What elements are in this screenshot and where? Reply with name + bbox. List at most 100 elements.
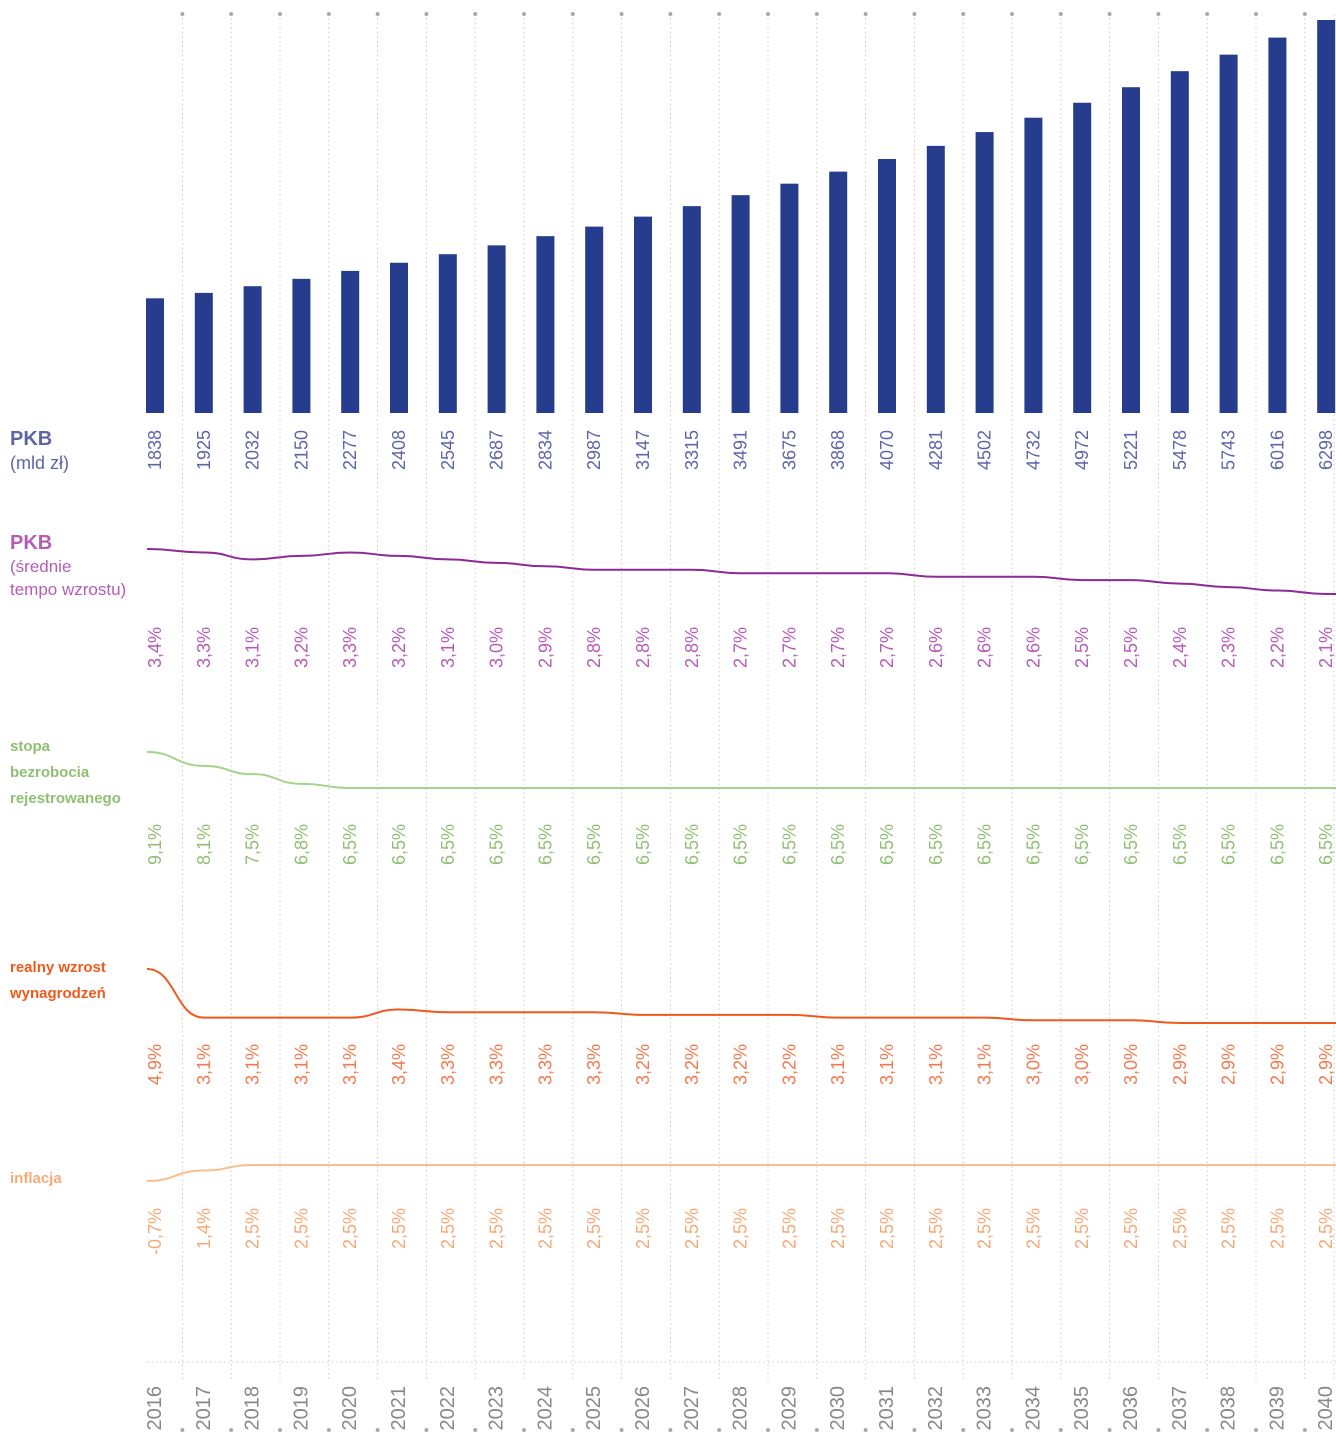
pkb-bar — [682, 206, 701, 413]
unemployment-label-1: stopa — [10, 738, 51, 755]
pkb-value-label: 3315 — [682, 430, 702, 470]
year-label: 2023 — [486, 1386, 508, 1431]
pkb-bar — [194, 292, 213, 413]
pkb-value-label: 2032 — [243, 430, 263, 470]
pkb-bar — [292, 278, 311, 413]
unemployment-value-label: 6,5% — [877, 824, 897, 865]
year-label: 2035 — [1071, 1386, 1093, 1431]
grid-dot — [375, 1428, 380, 1432]
inflation-value-label: 2,5% — [779, 1208, 799, 1249]
grid-dot — [717, 1428, 722, 1432]
inflation-value-label: 2,5% — [438, 1208, 458, 1249]
growth-value-label: 2,7% — [731, 627, 751, 668]
unemployment-value-label: 6,5% — [535, 824, 555, 865]
inflation-value-label: 2,5% — [340, 1208, 360, 1249]
grid-dot — [278, 1428, 282, 1432]
grid-dot — [424, 1428, 429, 1432]
inflation-value-label: 2,5% — [828, 1208, 848, 1249]
year-label: 2037 — [1169, 1386, 1191, 1431]
wages-value-label: 3,3% — [438, 1044, 458, 1085]
grid-dot — [1107, 1428, 1112, 1432]
grid-dot — [1010, 12, 1014, 16]
year-label: 2029 — [778, 1386, 800, 1431]
wages-value-label: 3,1% — [291, 1044, 311, 1085]
grid-dot — [1254, 12, 1258, 16]
grid-dot — [619, 1428, 624, 1432]
growth-value-label: 3,3% — [340, 627, 360, 668]
pkb-bar — [829, 171, 848, 413]
growth-value-label: 3,3% — [194, 627, 214, 668]
inflation-value-label: 2,5% — [877, 1208, 897, 1249]
growth-subtitle-2: tempo wzrostu) — [10, 579, 127, 599]
unemployment-value-label: 6,5% — [682, 824, 702, 865]
grid-dot — [814, 1428, 819, 1432]
pkb-bar — [438, 254, 457, 413]
pkb-bar — [585, 226, 604, 413]
unemployment-row-label: stopa bezrobocia rejestrowanego — [10, 734, 121, 812]
pkb-value-label: 4502 — [975, 430, 995, 470]
pkb-bar — [1122, 87, 1140, 413]
grid-dot — [1156, 1428, 1161, 1432]
grid-dot — [961, 1428, 966, 1432]
wages-value-label: 4,9% — [145, 1044, 165, 1085]
year-label: 2030 — [827, 1386, 849, 1431]
unemployment-value-label: 6,5% — [975, 824, 995, 865]
pkb-bar — [243, 286, 262, 413]
unemployment-value-label: 6,5% — [438, 824, 458, 865]
pkb-bar — [487, 245, 506, 413]
unemployment-value-label: 6,5% — [926, 824, 946, 865]
growth-subtitle-1: (średnie — [10, 557, 72, 577]
growth-value-label: 3,0% — [487, 627, 507, 668]
inflation-row-label: inflacja — [10, 1169, 62, 1189]
inflation-value-label: 2,5% — [291, 1208, 311, 1249]
grid-dot — [1058, 12, 1063, 16]
inflation-label: inflacja — [10, 1170, 62, 1187]
pkb-value-label: 5221 — [1121, 430, 1141, 470]
wages-value-label: 3,0% — [1121, 1044, 1141, 1085]
growth-value-label: 3,2% — [291, 627, 311, 668]
growth-value-label: 2,8% — [584, 627, 604, 668]
pkb-value-label: 2150 — [291, 430, 311, 470]
pkb-value-label: 2687 — [487, 430, 507, 470]
grid-dot — [570, 1428, 575, 1432]
pkb-bar — [1073, 102, 1092, 413]
unemployment-value-label: 6,5% — [487, 824, 507, 865]
inflation-value-label: 2,5% — [682, 1208, 702, 1249]
growth-value-label: 3,2% — [389, 627, 409, 668]
inflation-value-label: 2,5% — [243, 1208, 263, 1249]
unemployment-value-label: 6,5% — [1170, 824, 1190, 865]
grid-dot — [1058, 1428, 1063, 1432]
growth-value-label: 2,5% — [1121, 627, 1141, 668]
grid-dot — [180, 1428, 185, 1432]
pkb-bar — [975, 132, 994, 413]
growth-value-label: 2,8% — [633, 627, 653, 668]
year-label: 2016 — [144, 1386, 166, 1431]
year-label: 2026 — [632, 1386, 654, 1431]
year-label: 2025 — [583, 1386, 605, 1431]
pkb-value-label: 5743 — [1219, 430, 1239, 470]
unemployment-line — [146, 751, 1336, 789]
growth-value-label: 2,9% — [535, 627, 555, 668]
pkb-value-label: 2834 — [535, 430, 555, 470]
wages-value-label: 3,2% — [633, 1044, 653, 1085]
grid-dot — [1302, 12, 1307, 16]
pkb-value-label: 3491 — [731, 430, 751, 470]
wages-value-label: 2,9% — [1219, 1044, 1239, 1085]
pkb-bar — [780, 183, 799, 413]
wages-row-label: realny wzrost wynagrodzeń — [10, 955, 106, 1007]
growth-value-label: 2,6% — [1023, 627, 1043, 668]
growth-title: PKB — [10, 532, 53, 554]
grid-dot — [814, 12, 819, 16]
growth-value-label: 2,2% — [1267, 627, 1287, 668]
inflation-value-label: 2,5% — [1121, 1208, 1141, 1249]
wages-value-label: 3,1% — [877, 1044, 897, 1085]
inflation-value-label: 2,5% — [1219, 1208, 1239, 1249]
wages-value-label: 3,2% — [731, 1044, 751, 1085]
grid-dot — [1205, 12, 1210, 16]
pkb-value-label: 2987 — [584, 430, 604, 470]
growth-row-label: PKB (średnie tempo wzrostu) — [10, 530, 126, 601]
wages-value-label: 3,1% — [828, 1044, 848, 1085]
pkb-title: PKB — [10, 428, 53, 450]
inflation-value-label: 2,5% — [1023, 1208, 1043, 1249]
grid-dot — [912, 1428, 917, 1432]
